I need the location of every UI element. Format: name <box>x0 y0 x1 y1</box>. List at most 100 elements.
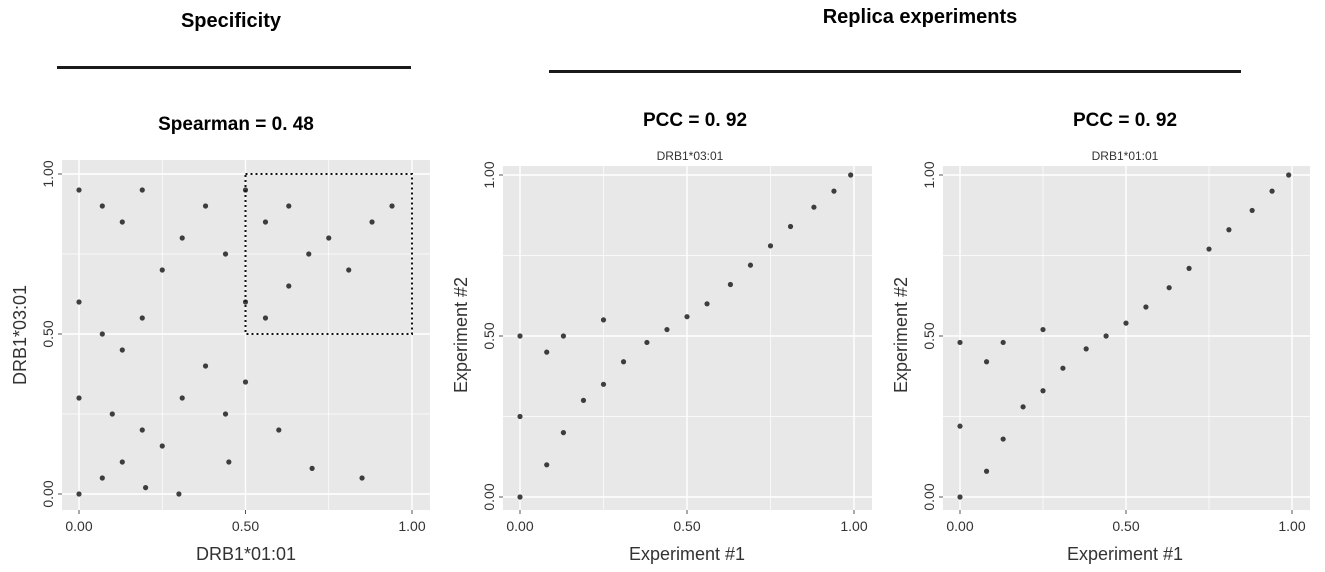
data-point <box>286 283 292 289</box>
points-layer <box>76 173 413 497</box>
data-point <box>1000 339 1006 346</box>
data-point <box>159 267 165 273</box>
data-point <box>620 359 627 365</box>
data-point <box>306 251 312 257</box>
data-point <box>1040 388 1046 394</box>
x-tick-label: 0.00 <box>65 518 92 534</box>
x-ticks: 0.00 0.50 1.00 <box>506 510 868 534</box>
chart-subtitle: DRB1*03:01 <box>657 149 724 163</box>
y-ticks: 0.00 0.50 1.00 <box>921 161 943 511</box>
data-point <box>560 333 567 339</box>
x-tick-label: 0.00 <box>506 518 533 534</box>
y-tick-label: 0.50 <box>921 322 937 349</box>
data-point <box>787 223 794 230</box>
data-point <box>1249 207 1255 214</box>
y-tick-label: 1.00 <box>40 160 56 187</box>
chart-subtitle: DRB1*01:01 <box>1092 149 1159 163</box>
specificity-rule <box>57 66 411 69</box>
y-tick-label: 0.00 <box>481 483 497 510</box>
data-point <box>242 379 249 385</box>
data-point <box>600 381 607 387</box>
data-point <box>222 251 229 257</box>
data-point <box>848 172 854 178</box>
data-point <box>76 491 82 497</box>
data-point <box>560 430 567 436</box>
data-point <box>544 349 550 355</box>
data-point <box>1040 326 1046 333</box>
data-point <box>664 326 670 333</box>
y-ticks: 0.00 0.50 1.00 <box>481 161 503 511</box>
replica-rule <box>549 70 1241 73</box>
data-point <box>262 315 269 321</box>
data-point <box>1269 188 1275 194</box>
data-point <box>139 427 145 433</box>
data-point <box>389 203 395 209</box>
y-tick-label: 0.50 <box>40 320 56 347</box>
x-ticks: 0.00 0.50 1.00 <box>65 510 426 534</box>
y-axis-label: DRB1*03:01 <box>10 285 30 385</box>
data-point <box>517 494 523 500</box>
data-point <box>226 459 232 465</box>
data-point <box>983 359 990 365</box>
data-point <box>99 203 105 209</box>
y-tick-label: 0.00 <box>921 483 937 510</box>
data-point <box>139 315 145 321</box>
y-tick-label: 0.00 <box>40 480 56 507</box>
points-layer <box>517 172 854 500</box>
x-axis-label: DRB1*01:01 <box>196 544 296 564</box>
y-tick-label: 1.00 <box>481 161 497 188</box>
chart-title: PCC = 0. 92 <box>643 110 747 131</box>
points-layer <box>957 172 1292 500</box>
data-point <box>179 235 185 241</box>
y-ticks: 0.00 0.50 1.00 <box>40 160 62 508</box>
x-axis-label: Experiment #1 <box>1067 544 1183 564</box>
data-point <box>326 235 332 241</box>
data-point <box>286 203 292 209</box>
data-point <box>99 475 105 481</box>
data-point <box>159 443 165 449</box>
x-tick-label: 1.00 <box>840 518 867 534</box>
data-point <box>202 363 209 369</box>
data-point <box>544 462 550 468</box>
data-point <box>119 347 125 353</box>
data-point <box>119 459 125 465</box>
x-tick-label: 0.50 <box>1112 518 1139 534</box>
data-point <box>1166 285 1172 291</box>
x-ticks: 0.00 0.50 1.00 <box>946 510 1306 534</box>
data-point <box>580 397 587 403</box>
data-point <box>957 339 963 346</box>
specificity-title: Specificity <box>180 10 282 32</box>
data-point <box>222 411 229 417</box>
scatter-panel-3: PCC = 0. 92 DRB1*01:01 0.00 0.50 1.00 0.00… <box>891 110 1310 564</box>
data-point <box>1286 172 1292 178</box>
data-point <box>76 395 82 401</box>
y-tick-label: 1.00 <box>921 161 937 188</box>
data-point <box>644 339 650 346</box>
data-point <box>1186 265 1192 271</box>
data-point <box>684 314 690 320</box>
x-tick-label: 0.50 <box>232 518 259 534</box>
x-tick-label: 0.50 <box>673 518 700 534</box>
data-point <box>727 281 734 288</box>
data-point <box>517 333 523 339</box>
data-point <box>109 411 115 417</box>
data-point <box>76 299 82 305</box>
y-axis-label: Experiment #2 <box>451 277 471 393</box>
data-point <box>983 468 990 474</box>
data-point <box>369 219 375 225</box>
data-point <box>1206 246 1212 252</box>
data-point <box>1123 320 1129 326</box>
data-point <box>76 187 82 193</box>
data-point <box>309 465 315 471</box>
data-point <box>119 219 125 225</box>
x-axis-label: Experiment #1 <box>629 544 745 564</box>
data-point <box>1103 333 1109 339</box>
data-point <box>143 485 149 491</box>
data-point <box>1226 227 1232 233</box>
data-point <box>359 475 365 481</box>
x-tick-label: 1.00 <box>1278 518 1305 534</box>
data-point <box>1020 404 1026 410</box>
data-point <box>1000 436 1006 442</box>
data-point <box>811 204 817 210</box>
data-point <box>767 243 774 249</box>
